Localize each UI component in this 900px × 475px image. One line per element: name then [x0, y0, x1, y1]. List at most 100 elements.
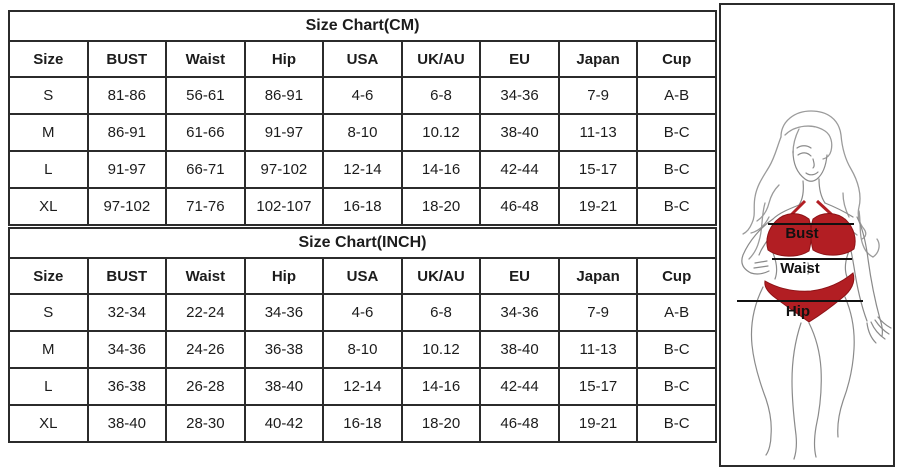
- value-cell: 18-20: [400, 187, 482, 226]
- value-cell: 42-44: [479, 150, 560, 189]
- table-row: M 86-91 61-66 91-97 8-10 10.12 38-40 11-13 B-C: [8, 113, 717, 152]
- size-charts: Size Chart(CM) Size BUST Waist Hip USA UK/AU EU…: [8, 10, 718, 444]
- value-cell: 91-97: [86, 150, 168, 189]
- value-cell: 32-34: [86, 293, 168, 332]
- value-cell: B-C: [636, 150, 717, 189]
- column-header: USA: [322, 40, 403, 78]
- table-title-row: Size Chart(CM): [8, 10, 717, 42]
- value-cell: 34-36: [86, 330, 168, 369]
- value-cell: B-C: [636, 367, 717, 406]
- value-cell: 34-36: [479, 293, 560, 332]
- value-cell: B-C: [636, 187, 717, 226]
- value-cell: 6-8: [400, 293, 482, 332]
- column-header: BUST: [86, 257, 168, 295]
- value-cell: 11-13: [557, 113, 639, 152]
- table-title: Size Chart(CM): [8, 10, 717, 42]
- column-header: Japan: [557, 40, 639, 78]
- column-header: UK/AU: [400, 40, 482, 78]
- column-header: Cup: [636, 257, 717, 295]
- value-cell: 16-18: [322, 404, 403, 443]
- column-header: BUST: [86, 40, 168, 78]
- value-cell: 4-6: [322, 76, 403, 115]
- value-cell: B-C: [636, 404, 717, 443]
- value-cell: 36-38: [243, 330, 325, 369]
- table-title: Size Chart(INCH): [8, 227, 717, 259]
- value-cell: 97-102: [86, 187, 168, 226]
- value-cell: 34-36: [479, 76, 560, 115]
- value-cell: 22-24: [165, 293, 246, 332]
- value-cell: A-B: [636, 76, 717, 115]
- column-header: Waist: [165, 257, 246, 295]
- value-cell: 24-26: [165, 330, 246, 369]
- value-cell: 38-40: [479, 113, 560, 152]
- value-cell: 97-102: [243, 150, 325, 189]
- size-cell: M: [8, 113, 89, 152]
- value-cell: 14-16: [400, 150, 482, 189]
- value-cell: 19-21: [557, 404, 639, 443]
- value-cell: 46-48: [479, 187, 560, 226]
- value-cell: 15-17: [557, 150, 639, 189]
- size-cell: L: [8, 150, 89, 189]
- table-header-row: Size BUST Waist Hip USA UK/AU EU Japan Cup: [8, 40, 717, 78]
- table-title-row: Size Chart(INCH): [8, 227, 717, 259]
- value-cell: 66-71: [165, 150, 246, 189]
- column-header: Japan: [557, 257, 639, 295]
- column-header: Hip: [243, 257, 325, 295]
- value-cell: 38-40: [86, 404, 168, 443]
- value-cell: 8-10: [322, 330, 403, 369]
- value-cell: 86-91: [243, 76, 325, 115]
- value-cell: B-C: [636, 330, 717, 369]
- value-cell: 16-18: [322, 187, 403, 226]
- value-cell: 28-30: [165, 404, 246, 443]
- size-chart-cm-table: Size Chart(CM) Size BUST Waist Hip USA UK/AU EU…: [8, 10, 717, 226]
- value-cell: 10.12: [400, 113, 482, 152]
- value-cell: 18-20: [400, 404, 482, 443]
- value-cell: 19-21: [557, 187, 639, 226]
- value-cell: 46-48: [479, 404, 560, 443]
- table-row: L 36-38 26-28 38-40 12-14 14-16 42-44 15-17 B-C: [8, 367, 717, 406]
- value-cell: B-C: [636, 113, 717, 152]
- value-cell: 40-42: [243, 404, 325, 443]
- value-cell: 56-61: [165, 76, 246, 115]
- column-header: UK/AU: [400, 257, 482, 295]
- value-cell: A-B: [636, 293, 717, 332]
- value-cell: 8-10: [322, 113, 403, 152]
- table-row: S 32-34 22-24 34-36 4-6 6-8 34-36 7-9 A-B: [8, 293, 717, 332]
- value-cell: 12-14: [322, 150, 403, 189]
- value-cell: 34-36: [243, 293, 325, 332]
- size-cell: S: [8, 293, 89, 332]
- column-header: EU: [479, 257, 560, 295]
- value-cell: 38-40: [479, 330, 560, 369]
- measurement-figure-illustration: Bust Waist Hip: [737, 110, 892, 460]
- value-cell: 14-16: [400, 367, 482, 406]
- column-header: Waist: [165, 40, 246, 78]
- value-cell: 15-17: [557, 367, 639, 406]
- column-header: Hip: [243, 40, 325, 78]
- size-cell: XL: [8, 404, 89, 443]
- value-cell: 6-8: [400, 76, 482, 115]
- value-cell: 7-9: [557, 293, 639, 332]
- size-cell: XL: [8, 187, 89, 226]
- column-header: EU: [479, 40, 560, 78]
- table-row: L 91-97 66-71 97-102 12-14 14-16 42-44 15-17 B-C: [8, 150, 717, 189]
- value-cell: 36-38: [86, 367, 168, 406]
- column-header: USA: [322, 257, 403, 295]
- value-cell: 42-44: [479, 367, 560, 406]
- bikini-bottom: [764, 272, 855, 323]
- bust-label: Bust: [785, 225, 818, 242]
- value-cell: 7-9: [557, 76, 639, 115]
- value-cell: 91-97: [243, 113, 325, 152]
- value-cell: 11-13: [557, 330, 639, 369]
- table-row: S 81-86 56-61 86-91 4-6 6-8 34-36 7-9 A-B: [8, 76, 717, 115]
- waist-label: Waist: [780, 260, 819, 277]
- value-cell: 71-76: [165, 187, 246, 226]
- value-cell: 4-6: [322, 293, 403, 332]
- table-row: XL 97-102 71-76 102-107 16-18 18-20 46-48 19-21…: [8, 187, 717, 226]
- size-cell: M: [8, 330, 89, 369]
- size-cell: L: [8, 367, 89, 406]
- value-cell: 38-40: [243, 367, 325, 406]
- value-cell: 10.12: [400, 330, 482, 369]
- value-cell: 26-28: [165, 367, 246, 406]
- table-row: M 34-36 24-26 36-38 8-10 10.12 38-40 11-13 B-C: [8, 330, 717, 369]
- value-cell: 12-14: [322, 367, 403, 406]
